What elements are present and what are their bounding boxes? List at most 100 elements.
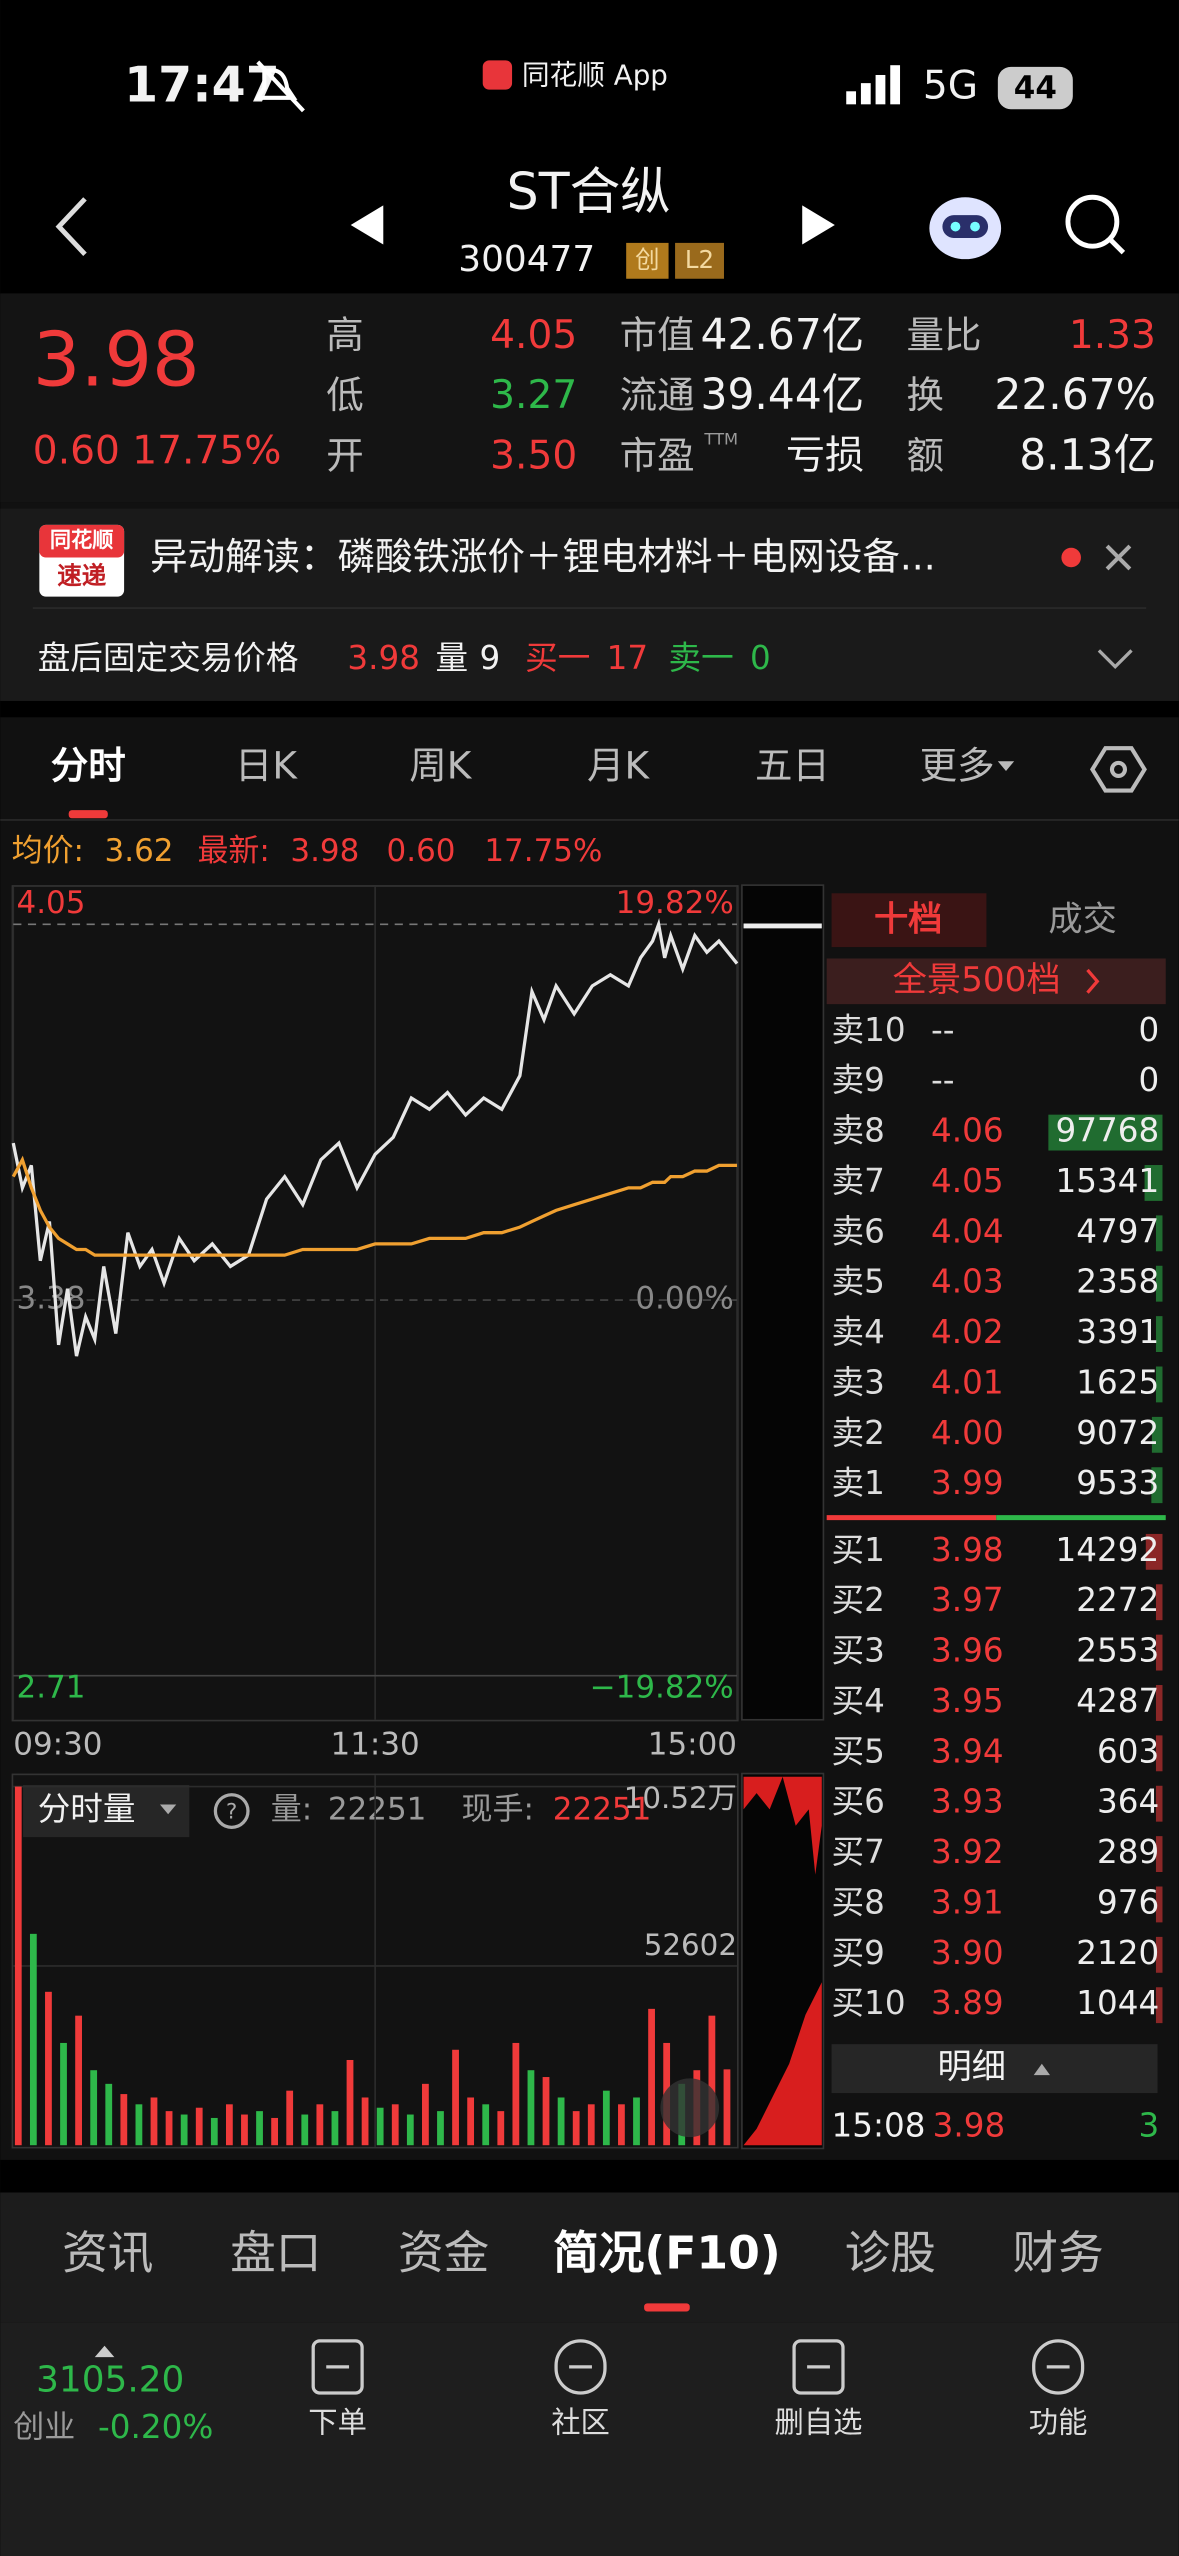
level-volume: 364	[1097, 1783, 1159, 1821]
index-change: -0.20%	[98, 2408, 213, 2446]
last-price: 3.98	[33, 316, 200, 404]
field-label: 高	[326, 313, 364, 357]
bottom-tab[interactable]: 诊股	[845, 2227, 936, 2280]
volume-bar	[467, 2097, 475, 2146]
level-label: 买5	[832, 1732, 885, 1770]
button-icon	[311, 2339, 364, 2395]
level-price: 4.04	[931, 1212, 1004, 1250]
trade-time: 15:08	[832, 2106, 926, 2144]
charts: 09:30 11:30 15:00 4.05 3.38 2.71 19.82% 0.00% −1…	[11, 885, 739, 2147]
chart-tab[interactable]: 五日	[755, 743, 830, 787]
chart-tab[interactable]: 日K	[235, 743, 298, 787]
news-text[interactable]: 异动解读：磷酸铁涨价＋锂电材料＋电网设备...	[150, 535, 935, 579]
order-tab[interactable]: 十档	[874, 900, 942, 940]
fullscreen-button[interactable]	[660, 2078, 720, 2138]
price-line	[11, 917, 739, 1357]
back-button[interactable]	[55, 197, 87, 256]
level-price: 4.03	[931, 1263, 1004, 1301]
field-value: 42.67亿	[700, 310, 864, 359]
level-volume: 0	[1138, 1061, 1159, 1099]
depth-bar	[1155, 1634, 1163, 1671]
change-pct: 17.75%	[484, 833, 602, 869]
bottom-tab[interactable]: 简况(F10)	[553, 2227, 781, 2280]
expand-button[interactable]	[1097, 649, 1133, 670]
index-value: 3105.20	[36, 2360, 184, 2401]
level-price: 4.02	[931, 1313, 1004, 1351]
level-label: 卖4	[832, 1313, 885, 1351]
footer-button[interactable]: 删自选	[775, 2405, 863, 2439]
bottom-tab[interactable]: 资金	[398, 2227, 489, 2280]
chart-tab[interactable]: 周K	[409, 743, 472, 787]
volume-bar	[165, 2111, 173, 2146]
depth-bar	[1151, 1416, 1163, 1453]
bottom-tab[interactable]: 资讯	[62, 2227, 153, 2280]
volume-bar	[256, 2111, 263, 2146]
close-button[interactable]	[1105, 544, 1132, 571]
prev-stock[interactable]	[350, 205, 384, 245]
bottom-tab[interactable]: 财务	[1013, 2227, 1104, 2280]
assistant-icon[interactable]	[929, 197, 1002, 260]
level-label: 买2	[832, 1581, 885, 1619]
after-hours-price: 3.98	[347, 639, 420, 677]
volume-bar	[422, 2083, 429, 2146]
tag: L2	[685, 245, 714, 274]
footer-button[interactable]: 功能	[1029, 2405, 1088, 2439]
level-price: 3.98	[931, 1531, 1004, 1569]
field-value: 3.27	[490, 373, 577, 418]
avg-label: 均价:	[12, 833, 84, 869]
depth-bar	[1155, 1735, 1163, 1772]
more-arrow	[997, 761, 1015, 772]
tag: 创	[635, 245, 659, 274]
level-volume: 4287	[1076, 1682, 1159, 1720]
separator	[0, 700, 1179, 718]
settings-button[interactable]	[1089, 746, 1147, 793]
search-button[interactable]	[1065, 194, 1126, 255]
level-price: 3.92	[931, 1833, 1004, 1871]
help-icon[interactable]	[213, 1793, 250, 1829]
level-price: 3.90	[931, 1934, 1004, 1972]
volume-selector[interactable]	[23, 1784, 190, 1838]
index-name: 创业	[13, 2409, 75, 2445]
level-label: 买7	[832, 1833, 885, 1871]
footer-buttons: 下单 社区 删自选 功能	[308, 2339, 1088, 2439]
level-price: --	[931, 1061, 955, 1099]
level-label: 卖10	[832, 1011, 906, 1049]
volume-bar	[150, 2097, 158, 2146]
chart-tab[interactable]: 分时	[51, 743, 126, 787]
level-volume: 1044	[1076, 1984, 1159, 2022]
chart-tab[interactable]: 月K	[587, 743, 650, 787]
detail-button[interactable]: 明细	[938, 2047, 1006, 2087]
chart-tab[interactable]: 更多	[920, 743, 995, 787]
current-volume: 22251	[553, 1792, 652, 1828]
y2-tick-label: −19.82%	[590, 1669, 734, 1705]
level-volume: 14292	[1056, 1531, 1160, 1569]
bottom-tab[interactable]: 盘口	[230, 2227, 321, 2280]
trade-volume: 3	[1138, 2106, 1159, 2144]
chart-tabs: 分时 日K 周K 月K 五日 更多	[51, 743, 995, 819]
footer-button[interactable]: 社区	[551, 2405, 610, 2439]
next-stock[interactable]	[802, 205, 835, 245]
level-volume: 3391	[1076, 1313, 1159, 1351]
after-hours-volume-label: 量	[435, 639, 468, 677]
level-volume: 9533	[1076, 1464, 1159, 1502]
tab-indicator	[644, 2303, 690, 2312]
level-label: 卖3	[832, 1363, 885, 1401]
panorama[interactable]: 全景500档	[893, 960, 1061, 1000]
clock: 17:47	[124, 57, 280, 114]
stock-name: ST合纵	[507, 162, 671, 221]
footer-button[interactable]: 下单	[308, 2405, 367, 2439]
level-volume: 976	[1097, 1883, 1159, 1921]
depth-bar	[1155, 1685, 1163, 1721]
depth-bar	[1155, 1836, 1163, 1873]
price-line	[11, 1155, 738, 1257]
after-hours-buy: 17	[607, 639, 648, 677]
level-price: 4.00	[931, 1414, 1004, 1452]
volume-bar	[346, 2059, 354, 2146]
level-volume: 4797	[1076, 1212, 1159, 1250]
level-label: 卖6	[832, 1212, 885, 1250]
order-tab[interactable]: 成交	[1048, 900, 1116, 940]
level-label: 买4	[832, 1682, 885, 1720]
y-tick-label: 10.52万	[624, 1781, 737, 1815]
volume-bar	[633, 2097, 640, 2146]
tab-bg	[831, 893, 987, 948]
